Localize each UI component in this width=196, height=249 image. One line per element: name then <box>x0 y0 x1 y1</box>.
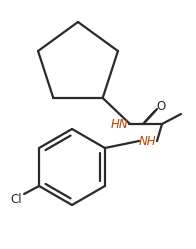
Text: NH: NH <box>139 134 157 147</box>
Text: Cl: Cl <box>10 192 22 205</box>
Text: HN: HN <box>111 118 129 130</box>
Text: O: O <box>156 100 166 113</box>
